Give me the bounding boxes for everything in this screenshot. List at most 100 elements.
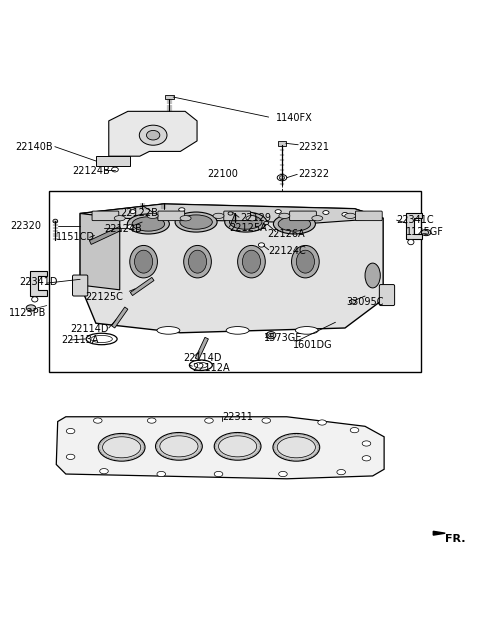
Ellipse shape (273, 434, 320, 461)
Polygon shape (131, 277, 154, 295)
Ellipse shape (296, 250, 314, 273)
Ellipse shape (274, 214, 315, 234)
FancyBboxPatch shape (289, 211, 316, 220)
Ellipse shape (291, 246, 319, 278)
Polygon shape (89, 227, 121, 244)
Ellipse shape (262, 418, 271, 423)
Text: 22341D: 22341D (20, 277, 58, 287)
Text: 22112A: 22112A (192, 363, 230, 373)
Ellipse shape (130, 210, 136, 213)
Ellipse shape (127, 214, 169, 234)
Ellipse shape (349, 300, 356, 304)
Ellipse shape (204, 418, 213, 423)
Text: 1125GF: 1125GF (406, 227, 444, 237)
Polygon shape (56, 417, 384, 479)
FancyBboxPatch shape (49, 191, 421, 372)
Ellipse shape (258, 243, 264, 247)
Ellipse shape (277, 437, 315, 458)
Ellipse shape (279, 213, 290, 218)
Text: 1123PB: 1123PB (9, 308, 47, 318)
Ellipse shape (147, 213, 158, 218)
Ellipse shape (228, 212, 233, 215)
Polygon shape (433, 531, 445, 535)
Ellipse shape (337, 469, 346, 475)
Ellipse shape (318, 420, 326, 425)
Ellipse shape (264, 222, 269, 225)
Text: 22322: 22322 (298, 170, 329, 179)
Ellipse shape (279, 176, 285, 180)
Ellipse shape (229, 215, 262, 229)
Text: 1151CD: 1151CD (56, 232, 95, 243)
Ellipse shape (147, 418, 156, 423)
Ellipse shape (130, 246, 157, 278)
Ellipse shape (132, 217, 165, 231)
Ellipse shape (134, 250, 153, 273)
Text: 22320: 22320 (10, 221, 41, 231)
FancyBboxPatch shape (278, 141, 286, 145)
Text: 22114D: 22114D (184, 352, 222, 363)
FancyBboxPatch shape (72, 275, 88, 296)
Ellipse shape (26, 305, 36, 311)
Polygon shape (30, 271, 47, 296)
Ellipse shape (242, 250, 261, 273)
Text: 22125A: 22125A (229, 223, 267, 233)
Polygon shape (80, 204, 383, 333)
Polygon shape (406, 213, 422, 239)
Text: 22129: 22129 (240, 213, 271, 224)
Polygon shape (195, 337, 208, 359)
Polygon shape (109, 111, 197, 156)
Ellipse shape (238, 246, 265, 278)
Ellipse shape (179, 208, 185, 211)
Ellipse shape (345, 213, 356, 218)
Ellipse shape (408, 239, 414, 244)
Ellipse shape (214, 432, 261, 460)
Ellipse shape (100, 469, 108, 474)
Ellipse shape (246, 216, 257, 221)
Ellipse shape (157, 471, 166, 477)
Text: 33095C: 33095C (346, 297, 384, 307)
Ellipse shape (213, 213, 224, 218)
Ellipse shape (277, 175, 287, 181)
Ellipse shape (32, 297, 38, 302)
Ellipse shape (146, 130, 160, 140)
Ellipse shape (139, 125, 167, 145)
FancyBboxPatch shape (165, 95, 174, 100)
FancyBboxPatch shape (379, 284, 395, 305)
Text: FR.: FR. (445, 535, 466, 544)
Ellipse shape (295, 326, 318, 334)
Polygon shape (80, 204, 383, 223)
Ellipse shape (53, 219, 58, 223)
Ellipse shape (66, 429, 75, 434)
Ellipse shape (103, 437, 141, 458)
Polygon shape (80, 213, 120, 290)
Text: 22311: 22311 (222, 411, 253, 422)
Ellipse shape (275, 210, 281, 213)
FancyBboxPatch shape (158, 211, 185, 220)
Text: 22341C: 22341C (396, 215, 434, 225)
Ellipse shape (362, 441, 371, 446)
Polygon shape (112, 307, 128, 328)
Ellipse shape (350, 427, 359, 432)
Text: 22122B: 22122B (120, 208, 158, 218)
Ellipse shape (114, 216, 125, 221)
Text: 22126A: 22126A (268, 229, 305, 239)
Ellipse shape (226, 326, 249, 334)
Text: 22113A: 22113A (61, 335, 98, 345)
Ellipse shape (189, 250, 206, 273)
Ellipse shape (342, 213, 348, 217)
Ellipse shape (180, 215, 212, 229)
Ellipse shape (160, 436, 198, 457)
Ellipse shape (279, 471, 287, 477)
Ellipse shape (214, 471, 223, 477)
Text: 1140FX: 1140FX (276, 113, 312, 123)
Ellipse shape (365, 263, 380, 288)
FancyBboxPatch shape (92, 211, 119, 220)
Ellipse shape (269, 333, 274, 337)
Text: 22124B: 22124B (72, 166, 110, 175)
Ellipse shape (421, 229, 431, 236)
Ellipse shape (127, 225, 133, 229)
Ellipse shape (312, 216, 323, 221)
Ellipse shape (112, 167, 118, 172)
Text: 22124C: 22124C (269, 246, 306, 256)
Text: 22321: 22321 (298, 142, 329, 152)
